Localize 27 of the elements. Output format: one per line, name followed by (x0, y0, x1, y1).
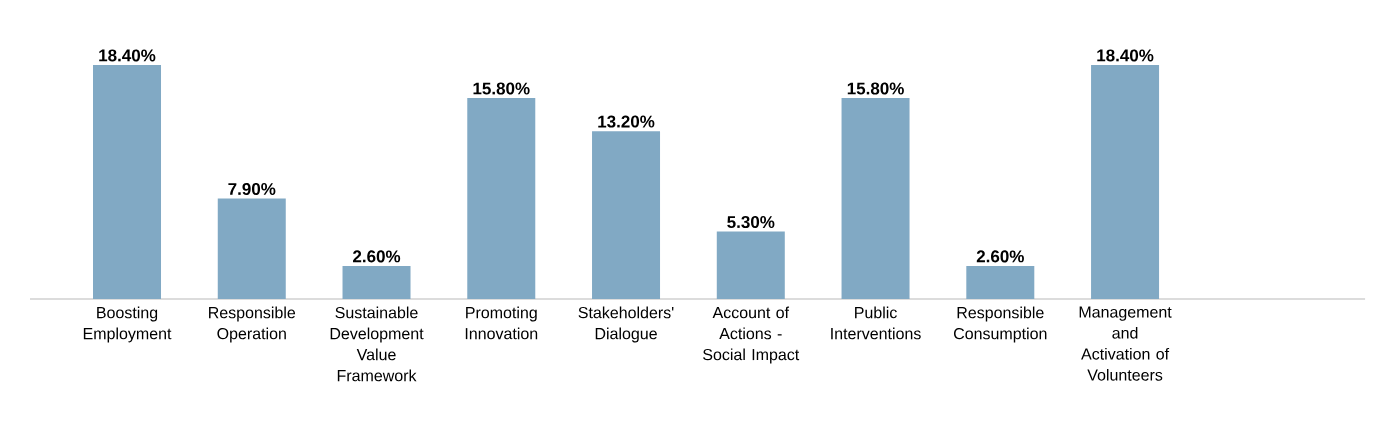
bar (716, 231, 785, 299)
x-tick-label: Management and Activation of Volunteers (1079, 306, 1172, 381)
data-label: 2.60% (976, 250, 1024, 263)
x-tick-label: Sustainable Development Value Framework (330, 306, 424, 382)
bar (467, 98, 536, 299)
bar (966, 265, 1035, 299)
bar (93, 65, 162, 299)
data-label: 7.90% (228, 182, 276, 196)
x-tick-label: Boosting Employment (83, 306, 172, 343)
data-label: 2.60% (353, 250, 401, 263)
x-tick-label: Responsible Consumption (953, 306, 1047, 343)
x-tick-label: Responsible Operation (209, 306, 296, 343)
bar (592, 131, 661, 299)
bar (841, 98, 910, 299)
data-label: 13.20% (598, 115, 655, 128)
data-label: 15.80% (473, 82, 530, 95)
x-tick-label: Account of Actions - Social Impact (703, 306, 800, 364)
data-label: 5.30% (727, 216, 775, 229)
data-label: 15.80% (847, 82, 904, 95)
bar (1091, 65, 1160, 299)
bar (342, 265, 411, 299)
x-tick-label: Stakeholders' Dialogue (578, 306, 674, 343)
bar (217, 198, 286, 299)
x-tick-label: Promoting Innovation (465, 306, 538, 340)
x-tick-label: Public Interventions (831, 306, 921, 340)
data-label: 18.40% (1097, 49, 1154, 62)
data-label: 18.40% (99, 49, 156, 62)
